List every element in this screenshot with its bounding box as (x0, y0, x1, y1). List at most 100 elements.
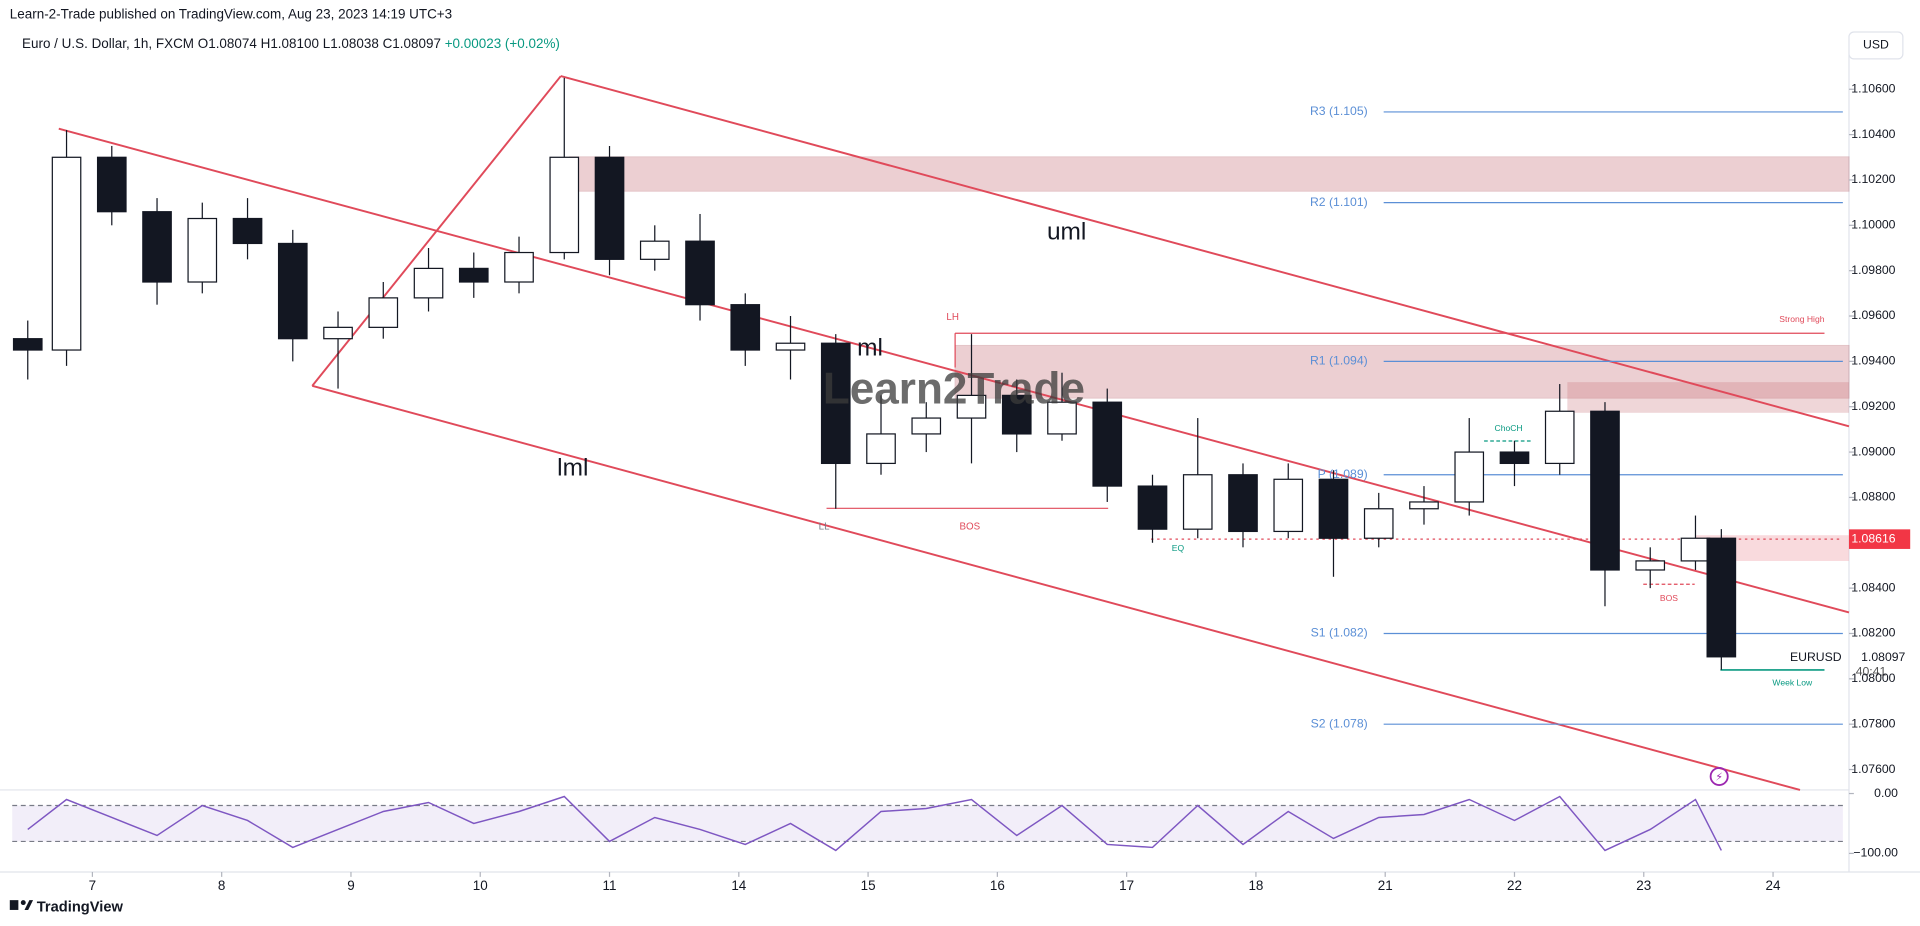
annotation: uml (1047, 218, 1086, 245)
candle-body (775, 342, 806, 351)
logo-part (20, 900, 26, 906)
annotation: EQ (1172, 543, 1185, 553)
ohlc-value: O1.08074 (198, 36, 258, 51)
candle-body (51, 156, 82, 351)
candle-body (866, 433, 896, 465)
y-tick-label: 1.09400 (1851, 354, 1895, 368)
candle-body (956, 394, 987, 419)
footer-logo (9, 900, 34, 910)
pivot-label: R1 (1.094) (1310, 354, 1368, 368)
candle-body (232, 217, 263, 245)
y-tick-label: 1.09000 (1851, 444, 1895, 458)
candle-body (1228, 474, 1258, 533)
symbol: Euro / U.S. Dollar, 1h, FXCM (22, 36, 194, 51)
candle-body (1454, 451, 1485, 503)
marked-price-tag (1848, 529, 1911, 549)
annotation: BOS (959, 521, 980, 532)
change: +0.00023 (+0.02%) (445, 36, 560, 51)
oscillator-band (12, 805, 1843, 842)
watermark: Learn2Trade (823, 365, 1085, 414)
y-tick-label: 1.08400 (1851, 580, 1895, 594)
ohlc-value: H1.08100 (261, 36, 319, 51)
candle-body (1635, 560, 1666, 571)
candle-body (639, 240, 670, 260)
last-price: 1.08097 (1861, 650, 1905, 664)
annotation: Week Low (1772, 678, 1813, 688)
ohlc-value: C1.08097 (383, 36, 441, 51)
candle-body (1544, 410, 1575, 465)
candle-body (820, 342, 851, 465)
y-tick-label: 1.10000 (1851, 218, 1895, 232)
y-tick-label: 1.10600 (1851, 81, 1895, 95)
x-tick-label: 18 (1248, 878, 1263, 893)
x-tick-label: 7 (89, 878, 96, 893)
candle-body (142, 211, 172, 283)
upper-median-line (560, 75, 1850, 428)
y-tick-label: 1.07800 (1851, 716, 1895, 730)
candle-body (96, 156, 127, 213)
oscillator-tick-label: 0.00 (1874, 786, 1898, 800)
x-tick-label: 11 (603, 878, 617, 893)
annotation: lml (557, 455, 588, 482)
pitchfork (58, 75, 1850, 791)
supply-zone (1567, 382, 1849, 413)
ticker: EURUSD (1790, 650, 1842, 664)
pivot-label: S1 (1.082) (1311, 626, 1368, 640)
candle-body (1363, 508, 1394, 539)
x-tick-label: 9 (347, 878, 354, 893)
x-tick-label: 24 (1766, 878, 1781, 893)
y-tick-label: 1.07600 (1851, 762, 1895, 776)
pivot-label: P (1.089) (1318, 467, 1368, 481)
candle-body (549, 156, 580, 254)
candle-body (1137, 485, 1168, 530)
publish-header: Learn-2-Trade published on TradingView.c… (10, 6, 452, 21)
supply-zone (568, 156, 1850, 192)
candle-body (685, 240, 715, 306)
candle-body (594, 156, 625, 260)
currency[interactable]: USD (1863, 38, 1889, 52)
event-icon-glyph[interactable]: ⚡ (1715, 772, 1723, 784)
candle-body (1499, 451, 1530, 465)
candle-body (1092, 401, 1123, 487)
y-tick-label: 1.08000 (1851, 671, 1895, 685)
candle-body (504, 251, 534, 283)
candle-body (911, 417, 942, 435)
candle-body (187, 217, 218, 283)
candle-body (1001, 394, 1032, 435)
candle-body (277, 242, 308, 340)
logo-part (24, 900, 34, 910)
y-tick-label: 1.09800 (1851, 263, 1895, 277)
lower-median-line (311, 384, 1801, 791)
annotation: LL (819, 521, 830, 532)
y-tick-label: 1.09600 (1851, 308, 1895, 322)
oscillator-tick-label: −100.00 (1853, 846, 1898, 860)
y-tick-label: 1.10400 (1851, 127, 1895, 141)
candle-body (1590, 410, 1620, 571)
candle-body (1680, 537, 1711, 562)
pivot-label: R3 (1.105) (1310, 104, 1368, 118)
footer-brand: TradingView (37, 899, 124, 915)
annotation: LH (946, 312, 959, 323)
oscillator-line (27, 795, 1722, 852)
annotation: ChoCH (1495, 423, 1523, 433)
x-tick-label: 22 (1507, 878, 1522, 893)
pivot-label: R2 (1.101) (1310, 195, 1368, 209)
candle-body (413, 267, 444, 299)
currency-button[interactable] (1848, 31, 1904, 60)
x-tick-label: 16 (990, 878, 1005, 893)
annotation: BOS (1660, 593, 1678, 603)
y-tick-label: 1.08800 (1851, 490, 1895, 504)
x-tick-label: 10 (473, 878, 488, 893)
median-line (58, 127, 1850, 614)
event-icon[interactable] (1709, 766, 1729, 786)
annotation: Strong High (1779, 314, 1824, 324)
candle-body (458, 267, 489, 283)
candle-body (1706, 537, 1737, 658)
supply-zone (954, 344, 1850, 399)
candle-body (1273, 478, 1304, 533)
countdown: 40:41 (1856, 665, 1887, 679)
x-tick-label: 15 (861, 878, 876, 893)
y-tick-label: 1.10200 (1851, 172, 1895, 186)
